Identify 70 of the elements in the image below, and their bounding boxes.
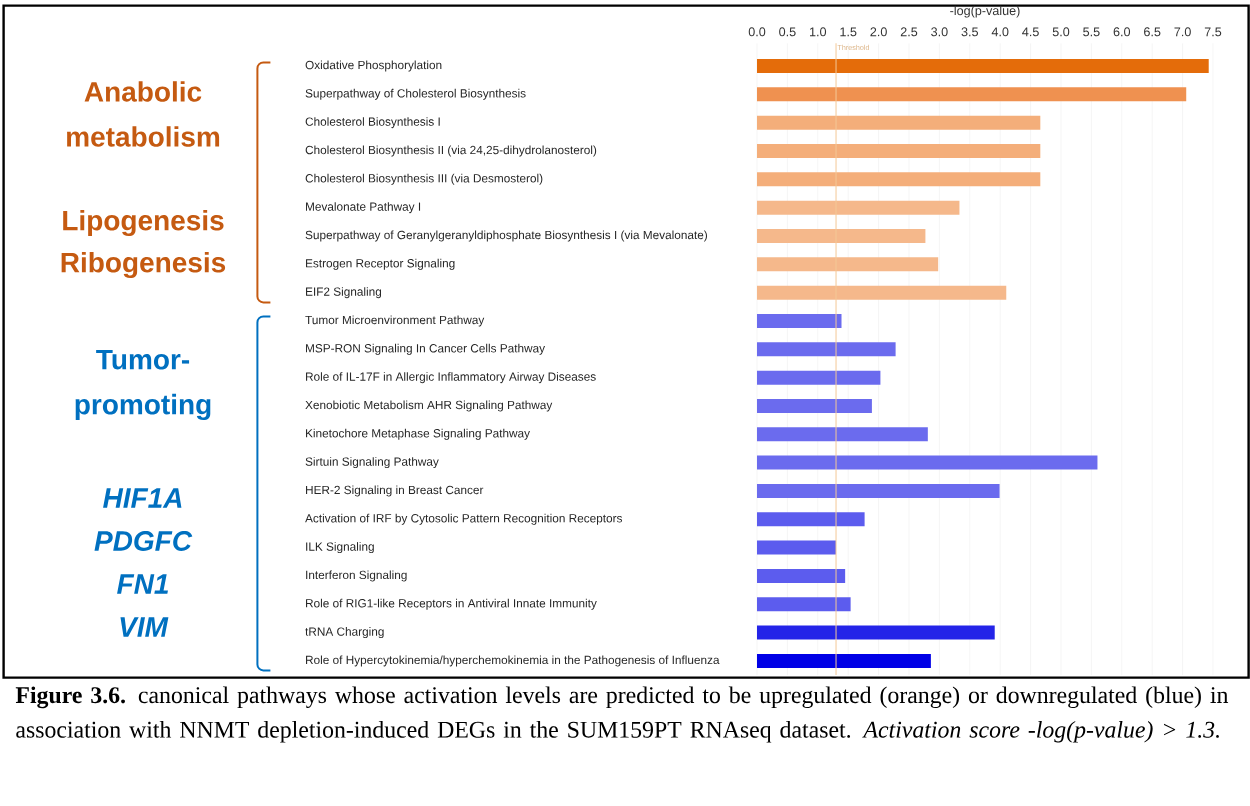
- text: Ribogenesis: [61, 251, 226, 279]
- text: HIF1A: [103, 488, 182, 508]
- x-tick-label: 2.0: [870, 27, 887, 37]
- y-tick-label: tRNA Charging: [305, 627, 384, 639]
- x-tick-label: 2.5: [900, 27, 918, 37]
- y-tick-label: Activation of IRF by Cytosolic Pattern Recognition Receptors: [305, 513, 622, 525]
- bar: [756, 200, 960, 215]
- y-tick-label: Estrogen Receptor Signaling: [306, 258, 455, 270]
- x-tick-label: 3.0: [931, 27, 948, 37]
- y-tick-label: EIF2 Signaling: [306, 287, 382, 299]
- bar: [756, 540, 837, 555]
- x-tick-label: 1.0: [810, 27, 827, 37]
- y-tick-label: MSP-RON Signaling In Cancer Cells Pathway: [306, 343, 546, 355]
- bar: [756, 257, 939, 272]
- bar: [756, 483, 1000, 498]
- y-tick-label: Superpathway of Cholesterol Biosynthesis: [305, 88, 526, 100]
- y-tick-label: Sirtuin Signaling Pathway: [305, 457, 439, 469]
- x-axis-title: -log(p-value): [950, 5, 1020, 18]
- bar: [756, 427, 928, 442]
- bar: [756, 568, 846, 583]
- y-tick-label: HER-2 Signaling in Breast Cancer: [306, 485, 484, 497]
- bar: [756, 313, 842, 328]
- y-tick-label: Xenobiotic Metabolism AHR Signaling Pathway: [305, 400, 553, 412]
- bar: [756, 172, 1041, 187]
- x-tick-label: 0.0: [748, 27, 766, 37]
- y-tick-label: Role of Hypercytokinemia/hyperchemokinemia in the Pathogenesis of Influenza: [306, 655, 720, 667]
- x-tick-label: 5.0: [1052, 27, 1070, 37]
- y-tick-label: Cholesterol Biosynthesis I: [305, 117, 440, 129]
- bar: [756, 455, 1098, 470]
- bar: [756, 115, 1041, 130]
- text: Tumor-promoting: [75, 349, 211, 421]
- x-tick-label: 5.5: [1083, 27, 1100, 37]
- y-tick-label: Cholesterol Biosynthesis III (via Desmosterol): [305, 173, 543, 185]
- y-tick-label: Kinetochore Metaphase Signaling Pathway: [306, 428, 530, 440]
- y-tick-label: Oxidative Phosphorylation: [305, 60, 442, 72]
- bar: [756, 512, 865, 527]
- bar: [756, 58, 1209, 73]
- text: Anabolic metabolism: [67, 81, 220, 147]
- bar: [756, 342, 896, 357]
- x-tick-label: 0.5: [779, 27, 796, 37]
- y-tick-label: ILK Signaling: [306, 542, 374, 554]
- bar: [756, 87, 1187, 102]
- x-tick-label: 7.0: [1174, 27, 1191, 37]
- x-tick-label: 4.5: [1022, 27, 1039, 37]
- bar: [756, 370, 881, 385]
- bar: [756, 228, 926, 243]
- text: Figure 3.6. canonical pathways whose activation levels are predicted to be upregulated (orange) or downregulated (blue) in association with NNMT depletion-induced DEGs in the SUM159PT RNAseq dataset. Activation score -log(p-value) > 1.3.: [15, 686, 1229, 743]
- x-tick-label: 6.5: [1144, 27, 1161, 37]
- y-tick-label: Superpathway of Geranylgeranyldiphosphate Biosynthesis I (via Mevalonate): [305, 230, 707, 242]
- text: Lipogenesis: [63, 209, 224, 237]
- bar: [756, 625, 995, 640]
- text: FN1: [117, 574, 168, 594]
- bar: [756, 597, 851, 612]
- bar: [756, 653, 931, 668]
- y-tick-label: Interferon Signaling: [306, 570, 407, 582]
- y-tick-label: Role of IL-17F in Allergic Inflammatory Airway Diseases: [306, 372, 596, 384]
- bar: [756, 398, 872, 413]
- x-tick-label: 4.0: [991, 27, 1009, 37]
- bar: [756, 143, 1041, 158]
- y-tick-label: Tumor Microenvironment Pathway: [305, 315, 485, 327]
- x-tick-label: 1.5: [840, 27, 857, 37]
- y-tick-label: Cholesterol Biosynthesis II (via 24,25-dihydrolanosterol): [305, 145, 597, 157]
- x-tick-label: 3.5: [961, 27, 979, 37]
- x-tick-label: 7.5: [1204, 27, 1222, 37]
- x-tick-label: 6.0: [1113, 27, 1131, 37]
- y-tick-label: Mevalonate Pathway I: [306, 202, 421, 214]
- text: VIM: [120, 617, 169, 637]
- y-tick-label: Role of RIG1-like Receptors in Antiviral Innate Immunity: [306, 598, 597, 610]
- bar: [756, 285, 1007, 300]
- text: PDGFC: [94, 531, 193, 551]
